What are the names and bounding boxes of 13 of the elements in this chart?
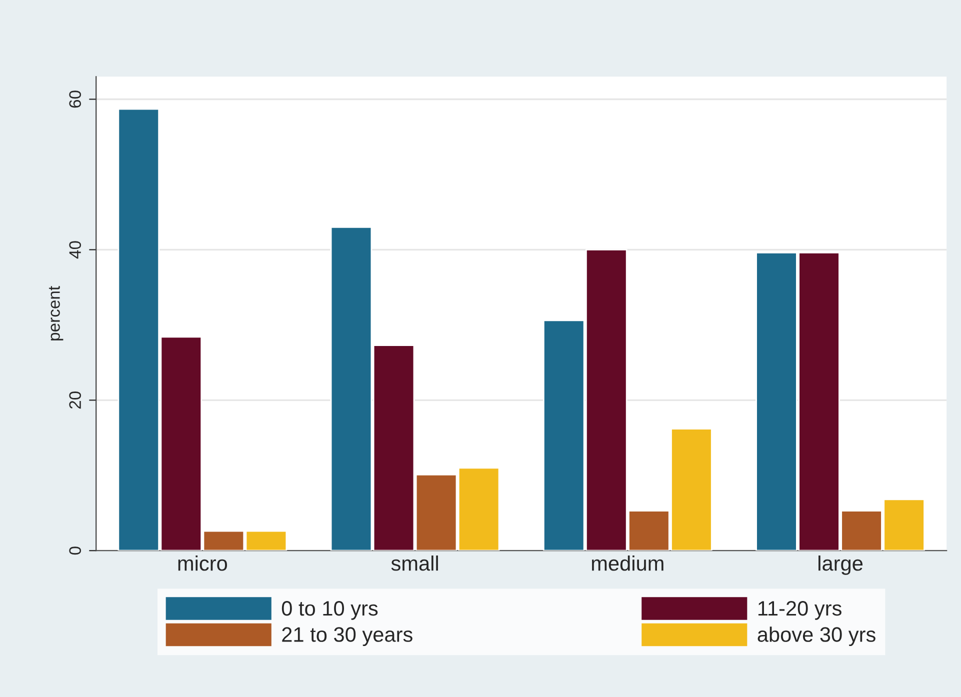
x-tick-label: large	[818, 555, 863, 575]
y-tick-label: 0	[69, 546, 81, 555]
y-tick-label: 60	[69, 90, 81, 108]
x-tick-label: medium	[592, 555, 664, 571]
y-tick-label: 40	[69, 241, 81, 259]
legend-label: above 30 yrs	[758, 626, 876, 646]
y-tick-label: 20	[69, 392, 81, 409]
legend-label: 0 to 10 yrs	[282, 600, 378, 620]
legend-label: 11-20 yrs	[758, 600, 842, 620]
x-tick-label: micro	[178, 555, 227, 571]
y-axis-title: percent	[48, 286, 64, 340]
legend-label: 21 to 30 years	[282, 627, 412, 646]
x-tick-label: small	[391, 555, 438, 571]
